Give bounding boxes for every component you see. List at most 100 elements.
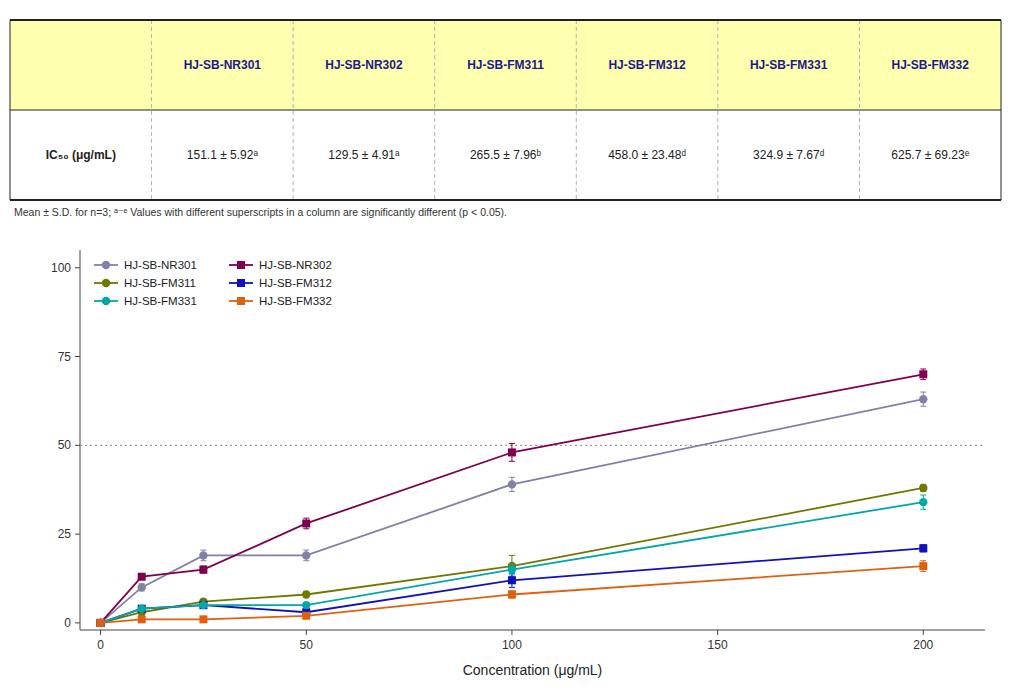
point <box>138 604 146 612</box>
point <box>97 619 105 627</box>
series-line <box>101 374 924 623</box>
legend-label: HJ-SB-FM312 <box>259 277 332 289</box>
table-border <box>10 199 1001 201</box>
point <box>302 590 310 598</box>
point <box>919 498 927 506</box>
table-header: HJ-SB-FM331 <box>750 58 828 72</box>
table-cell: 151.1 ± 5.92ᵃ <box>187 148 259 162</box>
x-tick <box>100 630 101 635</box>
series-line <box>101 399 924 623</box>
point <box>96 619 104 627</box>
table-body-bg <box>10 110 1001 200</box>
x-tick-label: 100 <box>502 638 522 652</box>
x-axis <box>80 630 985 631</box>
data <box>80 369 985 627</box>
point <box>138 583 146 591</box>
x-tick-label: 0 <box>97 638 104 652</box>
point <box>919 484 927 492</box>
legend-marker <box>102 261 110 269</box>
point <box>919 562 927 570</box>
point <box>96 619 104 627</box>
point <box>97 619 105 627</box>
table-header: HJ-SB-NR302 <box>325 58 403 72</box>
legend-label: HJ-SB-FM311 <box>124 277 196 289</box>
table-border <box>10 19 1001 21</box>
point <box>199 566 207 574</box>
table-header-bg <box>10 20 1001 110</box>
y-tick <box>75 267 80 268</box>
point <box>302 601 310 609</box>
series-line <box>101 488 924 623</box>
table: HJ-SB-NR301HJ-SB-NR302HJ-SB-FM311HJ-SB-F… <box>10 20 1001 218</box>
legend-label: HJ-SB-FM332 <box>259 295 332 307</box>
y-tick-label: 25 <box>58 527 72 541</box>
point <box>138 605 146 613</box>
y-tick-label: 50 <box>58 438 72 452</box>
series <box>96 495 927 627</box>
series-line <box>101 502 924 623</box>
error-bar <box>920 369 926 380</box>
table-header: HJ-SB-FM311 <box>467 58 544 72</box>
legend-label: HJ-SB-NR302 <box>259 259 332 271</box>
y-axis <box>80 250 81 630</box>
y-tick-label: 100 <box>51 261 71 275</box>
table-border <box>1001 20 1002 200</box>
error-bar <box>509 444 515 462</box>
table-header: HJ-SB-FM312 <box>608 58 686 72</box>
series-line <box>101 566 924 623</box>
point <box>138 615 146 623</box>
point <box>199 615 207 623</box>
error-bar <box>509 591 515 598</box>
point <box>199 601 207 609</box>
x-axis-label: Concentration (μg/mL) <box>463 662 603 678</box>
x-tick <box>306 630 307 635</box>
x-tick <box>717 630 718 635</box>
legend-marker <box>102 297 110 305</box>
table-header: HJ-SB-FM332 <box>892 58 970 72</box>
table-border <box>10 20 11 200</box>
point <box>508 565 516 573</box>
x-tick <box>923 630 924 635</box>
point <box>508 480 516 488</box>
series <box>96 484 927 627</box>
point <box>302 612 310 620</box>
chart: HJ-SB-NR301HJ-SB-NR302HJ-SB-FM311HJ-SB-F… <box>0 0 1011 691</box>
footnote: Mean ± S.D. for n=3; ᵃ⁻ᵉ Values with dif… <box>14 206 507 218</box>
legend-marker <box>237 297 245 305</box>
x-tick-label: 200 <box>913 638 933 652</box>
point <box>97 619 105 627</box>
table-cell: 625.7 ± 69.23ᵉ <box>891 148 969 162</box>
series <box>97 544 928 627</box>
series <box>97 561 928 627</box>
y-tick <box>75 445 80 446</box>
point <box>302 519 310 527</box>
point <box>919 544 927 552</box>
point <box>96 619 104 627</box>
point <box>508 590 516 598</box>
error-bar <box>200 566 206 573</box>
point <box>508 448 516 456</box>
legend-label: HJ-SB-FM331 <box>124 295 197 307</box>
table-cell: 129.5 ± 4.91ᵃ <box>328 148 400 162</box>
y-tick <box>75 622 80 623</box>
series-line <box>101 548 924 623</box>
error-bar <box>920 561 926 572</box>
y-tick-label: 75 <box>58 350 72 364</box>
point <box>199 551 207 559</box>
table-cell: 324.9 ± 7.67ᵈ <box>753 148 825 162</box>
table-row-label: IC₅₀ (μg/mL) <box>46 148 116 162</box>
point <box>919 370 927 378</box>
reference-line <box>80 445 985 446</box>
x-tick <box>511 630 512 635</box>
x-tick-label: 150 <box>708 638 728 652</box>
point <box>302 551 310 559</box>
legend: HJ-SB-NR301HJ-SB-NR302HJ-SB-FM311HJ-SB-F… <box>94 259 332 307</box>
point <box>919 395 927 403</box>
table-cell: 458.0 ± 23.48ᵈ <box>608 148 686 162</box>
table-border <box>10 110 1001 111</box>
plot: 0501001502000255075100Concentration (μg/… <box>51 250 985 678</box>
legend-marker <box>237 279 245 287</box>
error-bar <box>920 545 926 552</box>
y-tick <box>75 534 80 535</box>
legend-marker <box>102 279 110 287</box>
